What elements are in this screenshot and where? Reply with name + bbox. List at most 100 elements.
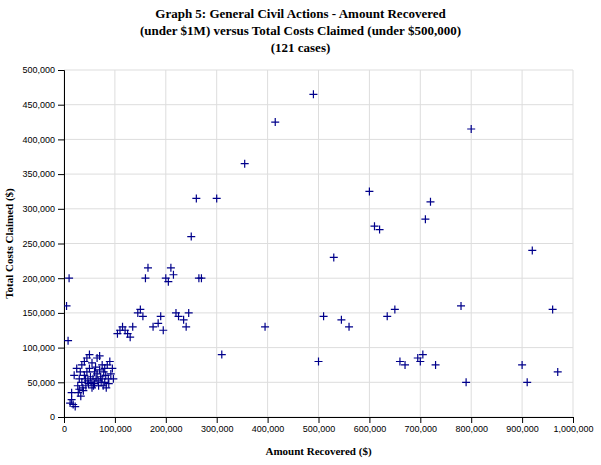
tick-label: 150,000	[22, 308, 55, 318]
tick: 400,000	[22, 135, 64, 145]
tick-label: 500,000	[303, 424, 336, 434]
point	[320, 312, 328, 320]
point	[241, 160, 249, 168]
tick-label: 800,000	[455, 424, 488, 434]
grid	[64, 70, 573, 417]
point	[78, 378, 86, 386]
tick-label: 200,000	[150, 424, 183, 434]
tick-label: 600,000	[354, 424, 387, 434]
point	[167, 264, 175, 272]
point	[149, 323, 157, 331]
tick-mark	[58, 139, 64, 140]
point	[144, 264, 152, 272]
grid-line	[64, 382, 573, 383]
tick: 700,000	[405, 417, 438, 434]
point	[396, 357, 404, 365]
point	[101, 378, 109, 386]
tick: 50,000	[27, 378, 64, 388]
tick-mark	[420, 417, 421, 423]
point	[213, 194, 221, 202]
point	[309, 90, 317, 98]
tick: 300,000	[201, 417, 234, 434]
tick: 0	[62, 417, 67, 434]
tick: 400,000	[252, 417, 285, 434]
point	[467, 125, 475, 133]
point	[416, 357, 424, 365]
point	[261, 323, 269, 331]
title-line: (under $1M) versus Total Costs Claimed (…	[140, 23, 461, 38]
point	[383, 312, 391, 320]
point	[197, 274, 205, 282]
axis-line	[65, 418, 574, 424]
tick: 100,000	[22, 343, 64, 353]
point	[549, 305, 557, 313]
title-line: Graph 5: General Civil Actions - Amount …	[155, 6, 446, 21]
point	[518, 361, 526, 369]
point	[75, 385, 83, 393]
tick-label: 300,000	[201, 424, 234, 434]
tick-mark	[217, 417, 218, 423]
grid-line	[64, 208, 573, 209]
tick: 100,000	[99, 417, 132, 434]
point	[421, 215, 429, 223]
tick: 200,000	[22, 274, 64, 284]
tick-label: 450,000	[22, 100, 55, 110]
tick: 500,000	[303, 417, 336, 434]
grid-line	[64, 139, 573, 140]
tick-label: 0	[50, 412, 55, 422]
tick-mark	[369, 417, 370, 423]
point	[457, 302, 465, 310]
point	[96, 352, 104, 360]
point	[154, 319, 162, 327]
point	[126, 333, 134, 341]
tick-label: 500,000	[22, 65, 55, 75]
point	[345, 323, 353, 331]
point	[330, 253, 338, 261]
point	[376, 226, 384, 234]
title-line: (121 cases)	[271, 40, 331, 55]
point	[74, 382, 82, 390]
tick-label: 100,000	[22, 343, 55, 353]
point	[108, 364, 116, 372]
tick-mark	[58, 348, 64, 349]
tick-mark	[58, 244, 64, 245]
plot: 0 100,000 200,000 300,000 400,000 500,000 600,…	[22, 65, 593, 434]
tick-label: 400,000	[252, 424, 285, 434]
point	[523, 378, 531, 386]
point	[157, 312, 165, 320]
point	[68, 396, 76, 404]
tick: 300,000	[22, 204, 64, 214]
tick-label: 200,000	[22, 274, 55, 284]
tick-mark	[58, 417, 64, 418]
tick: 150,000	[22, 308, 64, 318]
point	[106, 357, 114, 365]
tick: 900,000	[506, 417, 539, 434]
point	[554, 368, 562, 376]
tick-label: 350,000	[22, 169, 55, 179]
tick-mark	[268, 417, 269, 423]
tick-mark	[522, 417, 523, 423]
grid-line	[64, 347, 573, 348]
point	[182, 323, 190, 331]
point	[419, 351, 427, 359]
point	[218, 351, 226, 359]
point	[370, 222, 378, 230]
point	[88, 359, 96, 367]
point	[64, 337, 72, 345]
point	[71, 403, 79, 411]
point	[73, 364, 81, 372]
tick-label: 0	[62, 424, 67, 434]
title: Graph 5: General Civil Actions - Amount …	[140, 6, 461, 55]
tick-mark	[573, 417, 574, 423]
grid-line	[64, 174, 573, 175]
tick: 600,000	[354, 417, 387, 434]
tick: 800,000	[455, 417, 488, 434]
point	[391, 305, 399, 313]
tick-label: 250,000	[22, 239, 55, 249]
tick: 250,000	[22, 239, 64, 249]
point	[141, 274, 149, 282]
tick-mark	[58, 174, 64, 175]
point	[164, 278, 172, 286]
point	[129, 323, 137, 331]
tick-mark	[58, 278, 64, 279]
